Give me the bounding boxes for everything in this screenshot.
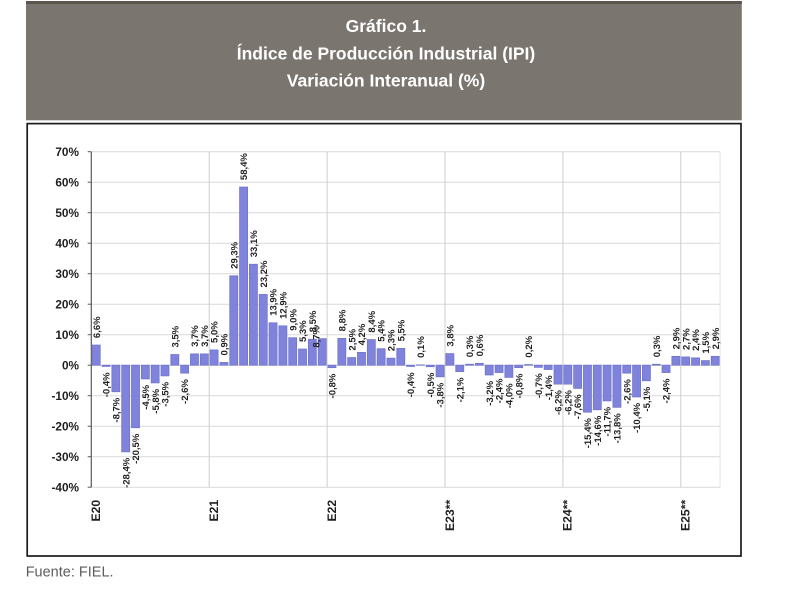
svg-text:70%: 70% [55, 145, 79, 159]
svg-text:9,0%: 9,0% [288, 309, 299, 331]
svg-text:8,5%: 8,5% [308, 310, 319, 332]
svg-text:5,4%: 5,4% [377, 320, 388, 342]
svg-text:-4,0%: -4,0% [504, 383, 515, 408]
svg-text:8,4%: 8,4% [367, 310, 378, 332]
svg-text:-2,6%: -2,6% [180, 379, 191, 404]
svg-text:4,2%: 4,2% [357, 323, 368, 345]
svg-text:-1,4%: -1,4% [544, 375, 555, 400]
svg-text:-20%: -20% [51, 419, 79, 433]
svg-text:-28,4%: -28,4% [121, 457, 132, 488]
svg-text:40%: 40% [55, 236, 79, 250]
svg-text:5,3%: 5,3% [298, 320, 309, 342]
svg-text:-10%: -10% [51, 389, 79, 403]
svg-text:0,2%: 0,2% [524, 335, 535, 357]
svg-text:3,5%: 3,5% [170, 325, 181, 347]
svg-text:-6,2%: -6,2% [554, 390, 565, 415]
svg-text:-20,5%: -20,5% [131, 433, 142, 464]
svg-text:-30%: -30% [51, 450, 79, 464]
svg-text:0,1%: 0,1% [416, 336, 427, 358]
svg-text:-0,5%: -0,5% [426, 372, 437, 397]
svg-text:0,3%: 0,3% [465, 335, 476, 357]
svg-text:10%: 10% [55, 328, 79, 342]
svg-text:2,5%: 2,5% [347, 328, 358, 350]
svg-text:Variación Interanual (%): Variación Interanual (%) [287, 71, 485, 91]
svg-text:0,9%: 0,9% [220, 333, 231, 355]
svg-text:0%: 0% [62, 358, 80, 372]
svg-text:5,5%: 5,5% [396, 319, 407, 341]
svg-text:Índice de Producción Industria: Índice de Producción Industrial (IPI) [237, 43, 536, 64]
svg-text:E25**: E25** [679, 500, 693, 531]
svg-text:-3,2%: -3,2% [485, 380, 496, 405]
svg-text:33,1%: 33,1% [249, 230, 260, 257]
svg-text:2,3%: 2,3% [387, 329, 398, 351]
svg-text:Fuente: FIEL.: Fuente: FIEL. [26, 564, 114, 580]
svg-text:-3,8%: -3,8% [436, 382, 447, 407]
svg-text:13,9%: 13,9% [269, 288, 280, 315]
svg-text:-2,4%: -2,4% [495, 378, 506, 403]
svg-text:-11,7%: -11,7% [603, 406, 614, 436]
svg-text:1,5%: 1,5% [701, 331, 712, 353]
svg-text:-0,4%: -0,4% [406, 372, 417, 397]
svg-text:12,9%: 12,9% [278, 291, 289, 318]
svg-text:-0,4%: -0,4% [102, 372, 113, 397]
svg-text:0,6%: 0,6% [475, 334, 486, 356]
svg-text:-5,1%: -5,1% [642, 386, 653, 411]
svg-text:60%: 60% [55, 175, 79, 189]
svg-text:3,7%: 3,7% [200, 325, 211, 347]
svg-text:E23**: E23** [443, 500, 457, 531]
svg-text:-0,7%: -0,7% [534, 373, 545, 398]
svg-text:2,7%: 2,7% [681, 328, 692, 350]
svg-text:-3,5%: -3,5% [161, 381, 172, 406]
svg-text:-15,4%: -15,4% [583, 418, 594, 449]
svg-text:23,2%: 23,2% [259, 260, 270, 287]
svg-text:50%: 50% [55, 206, 79, 220]
svg-text:-2,6%: -2,6% [622, 379, 633, 404]
svg-text:-5,8%: -5,8% [151, 388, 162, 413]
svg-text:-6,2%: -6,2% [563, 390, 574, 415]
svg-text:E24**: E24** [561, 500, 575, 531]
svg-text:E20: E20 [89, 500, 103, 522]
svg-text:0,3%: 0,3% [652, 335, 663, 357]
svg-text:-7,6%: -7,6% [573, 394, 584, 419]
svg-text:-13,8%: -13,8% [613, 413, 624, 444]
svg-text:2,9%: 2,9% [711, 327, 722, 349]
svg-text:58,4%: 58,4% [239, 153, 250, 180]
svg-text:30%: 30% [55, 267, 79, 281]
svg-text:E22: E22 [325, 500, 339, 522]
svg-text:6,6%: 6,6% [92, 316, 103, 338]
svg-text:-14,6%: -14,6% [593, 415, 604, 446]
svg-text:-40%: -40% [51, 480, 79, 494]
svg-text:2,4%: 2,4% [691, 329, 702, 351]
svg-text:5,0%: 5,0% [210, 321, 221, 343]
svg-text:3,8%: 3,8% [446, 324, 457, 346]
svg-text:-8,7%: -8,7% [111, 397, 122, 422]
svg-text:29,3%: 29,3% [229, 241, 240, 268]
svg-text:3,7%: 3,7% [190, 325, 201, 347]
svg-text:-10,4%: -10,4% [632, 402, 643, 433]
svg-text:-2,1%: -2,1% [455, 377, 466, 402]
svg-text:8,7%: 8,7% [312, 325, 323, 347]
svg-text:-0,8%: -0,8% [328, 373, 339, 398]
svg-text:E21: E21 [207, 500, 221, 522]
svg-text:2,9%: 2,9% [671, 327, 682, 349]
svg-text:-0,8%: -0,8% [514, 373, 525, 398]
svg-text:20%: 20% [55, 297, 79, 311]
svg-text:8,8%: 8,8% [337, 309, 348, 331]
svg-text:-4,5%: -4,5% [141, 384, 152, 409]
svg-text:Gráfico 1.: Gráfico 1. [346, 16, 427, 36]
svg-text:-2,4%: -2,4% [662, 378, 673, 403]
